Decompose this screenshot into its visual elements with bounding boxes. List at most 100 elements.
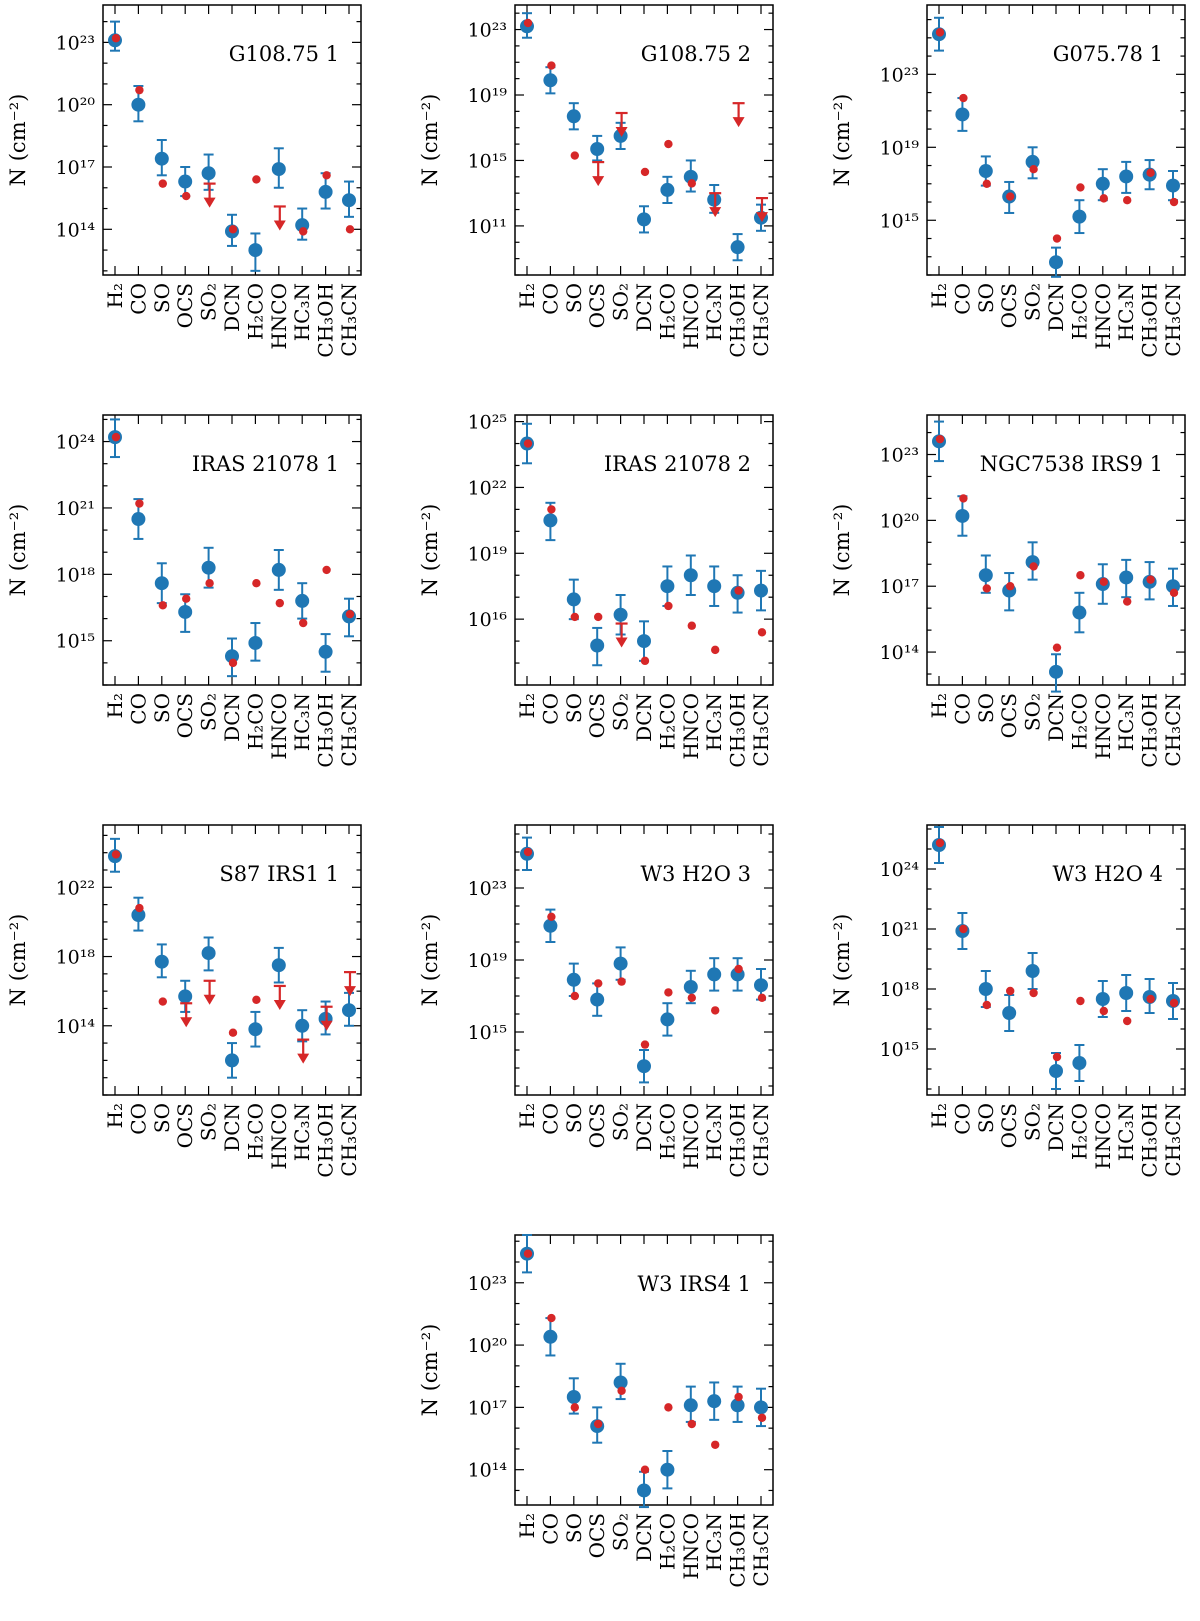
y-axis-title: N (cm⁻²) <box>830 914 854 1007</box>
model-point <box>252 175 261 184</box>
y-tick-label: 10¹⁴ <box>468 1460 508 1482</box>
panel-title: W3 H2O 3 <box>640 862 751 886</box>
model-point <box>711 1440 720 1449</box>
model-point <box>547 912 556 921</box>
y-tick-label: 10²³ <box>56 32 95 54</box>
observed-point <box>201 166 216 181</box>
x-category-label: H₂CO <box>655 1513 679 1570</box>
observed-point <box>683 568 698 583</box>
model-point <box>664 601 673 611</box>
observed-point <box>660 182 675 197</box>
x-category-label: CH₃CN <box>337 693 361 767</box>
observed-point <box>660 579 675 594</box>
x-category-label: CH₃CN <box>749 693 773 767</box>
model-point <box>135 85 144 95</box>
y-tick-label: 10²⁴ <box>880 859 920 881</box>
x-category-label: H₂CO <box>655 1103 679 1160</box>
x-category-label: CH₃CN <box>1161 1103 1185 1177</box>
x-category-label: H₂CO <box>655 283 679 340</box>
model-point <box>687 993 696 1002</box>
x-category-label: OCS <box>585 1103 609 1148</box>
x-category-label: CH₃OH <box>314 1103 338 1178</box>
observed-point <box>1166 178 1180 193</box>
observed-point <box>1119 986 1134 1000</box>
model-point <box>182 191 191 201</box>
model-point <box>982 179 991 188</box>
x-category-label: CO <box>950 283 974 315</box>
observed-point <box>271 958 286 973</box>
observed-point <box>730 240 745 255</box>
observed-point <box>754 978 768 993</box>
y-tick-label: 10¹⁹ <box>880 137 920 159</box>
model-point <box>1052 643 1062 652</box>
x-category-label: DCN <box>632 693 656 742</box>
x-category-label: SO₂ <box>609 693 633 731</box>
x-category-label: CH₃CN <box>749 283 773 357</box>
x-category-label: OCS <box>173 1103 197 1148</box>
model-point <box>111 34 121 43</box>
observed-point <box>683 980 698 994</box>
x-category-label: OCS <box>997 693 1021 738</box>
x-category-label: HNCO <box>1091 1103 1115 1170</box>
x-category-label: SO <box>562 1513 586 1543</box>
x-category-label: CH₃OH <box>1138 283 1162 358</box>
y-tick-label: 10¹⁷ <box>468 1397 508 1419</box>
model-point <box>1169 588 1179 598</box>
model-point <box>982 584 991 593</box>
y-tick-label: 10¹⁴ <box>56 1016 96 1038</box>
observed-point <box>637 634 651 649</box>
observed-point <box>1025 154 1040 169</box>
observed-point <box>566 109 581 124</box>
y-tick-label: 10¹⁵ <box>56 631 95 653</box>
observed-point <box>660 1012 675 1027</box>
upper-limit-arrow <box>273 999 286 1010</box>
upper-limit-arrow <box>320 1020 333 1031</box>
model-point <box>617 1386 626 1395</box>
observed-point <box>955 107 970 122</box>
upper-limit-arrow <box>615 127 628 137</box>
upper-limit-arrow <box>756 212 768 223</box>
model-point <box>617 977 626 986</box>
observed-point <box>683 1398 698 1413</box>
panel-title: G108.75 2 <box>641 42 751 66</box>
observed-point <box>201 946 216 961</box>
model-point <box>711 645 720 655</box>
x-category-label: H₂CO <box>243 693 267 750</box>
x-category-label: H₂CO <box>655 693 679 750</box>
model-point <box>547 1313 556 1323</box>
observed-point <box>754 1400 768 1415</box>
observed-point <box>248 1022 263 1037</box>
observed-point <box>707 967 722 982</box>
x-category-label: DCN <box>1044 693 1068 742</box>
observed-point <box>318 184 333 199</box>
x-category-label: HNCO <box>679 283 703 350</box>
y-tick-label: 10¹⁴ <box>880 642 920 664</box>
y-tick-label: 10²³ <box>468 1273 507 1295</box>
observed-point <box>342 1003 356 1018</box>
model-point <box>547 61 556 70</box>
y-axis-title: N (cm⁻²) <box>6 914 30 1007</box>
x-category-label: DCN <box>632 1513 656 1562</box>
observed-point <box>1002 1006 1017 1020</box>
model-point <box>1006 582 1015 591</box>
model-point <box>640 167 650 177</box>
observed-point <box>978 164 993 179</box>
observed-point <box>543 918 558 933</box>
model-point <box>1029 988 1038 998</box>
model-point <box>1029 562 1038 571</box>
observed-point <box>342 193 356 208</box>
panel-title: W3 H2O 4 <box>1052 862 1163 886</box>
upper-limit-arrow <box>203 197 216 208</box>
model-point <box>158 601 167 610</box>
observed-point <box>248 635 263 650</box>
model-point <box>1146 994 1155 1004</box>
x-category-label: SO <box>974 1103 998 1133</box>
x-category-label: CH₃OH <box>726 693 750 768</box>
upper-limit-arrow <box>180 1017 193 1028</box>
x-category-label: CO <box>950 693 974 725</box>
